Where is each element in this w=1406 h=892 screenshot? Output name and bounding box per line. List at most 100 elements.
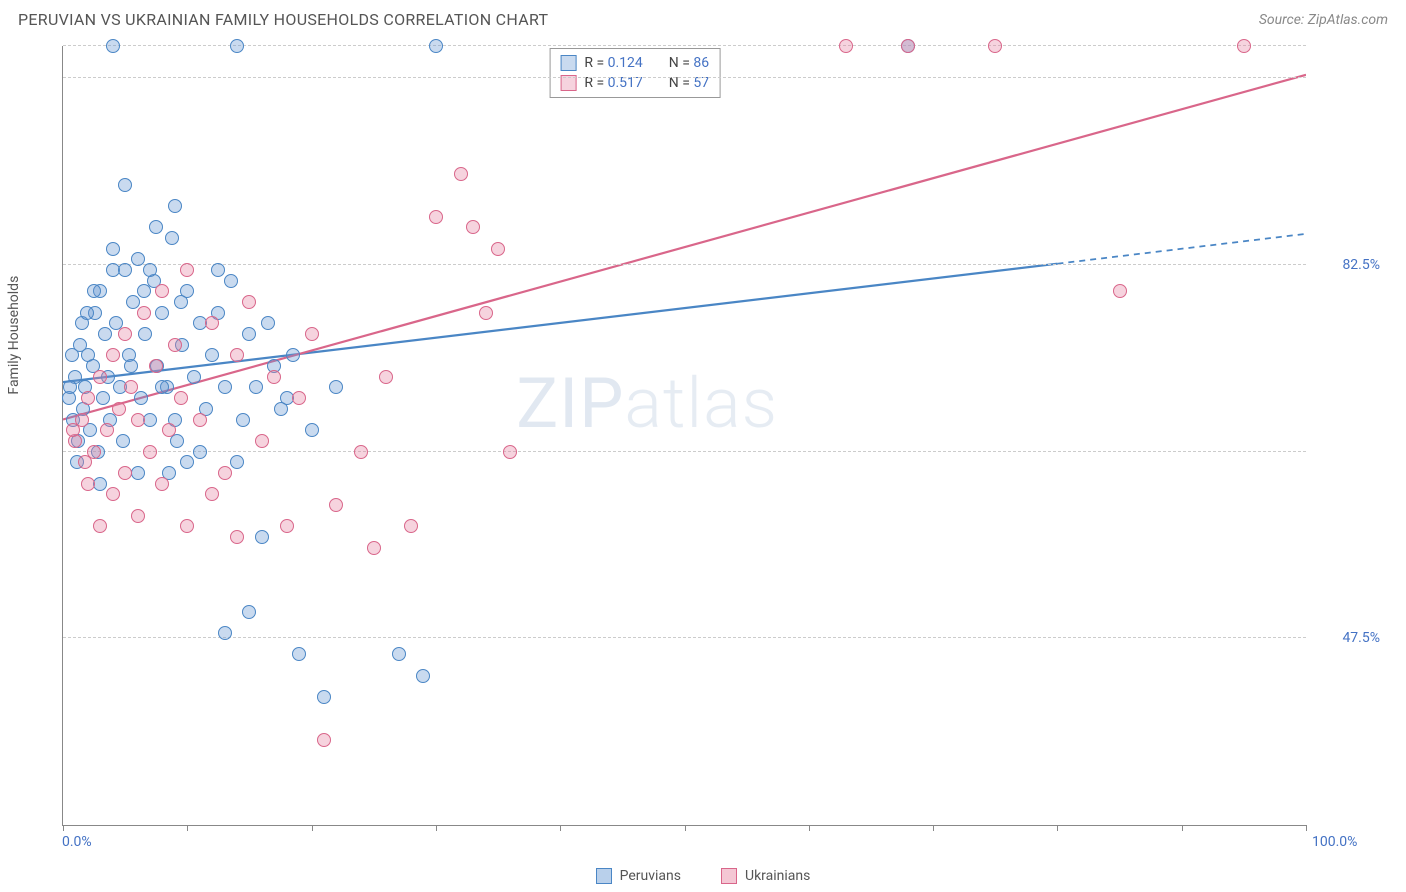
data-point xyxy=(317,733,331,747)
data-point xyxy=(466,220,480,234)
data-point xyxy=(81,391,95,405)
data-point xyxy=(155,284,169,298)
data-point xyxy=(131,252,145,266)
data-point xyxy=(205,348,219,362)
data-point xyxy=(96,391,110,405)
data-point xyxy=(93,370,107,384)
data-point xyxy=(165,231,179,245)
data-point xyxy=(305,327,319,341)
data-point xyxy=(429,210,443,224)
data-point xyxy=(80,306,94,320)
data-point xyxy=(137,284,151,298)
data-point xyxy=(155,477,169,491)
data-point xyxy=(106,487,120,501)
data-point xyxy=(138,327,152,341)
legend-item: Ukrainians xyxy=(721,868,810,884)
correlation-legend: R = 0.124 N = 86 R = 0.517N = 57 xyxy=(549,48,720,98)
data-point xyxy=(168,199,182,213)
data-point xyxy=(118,466,132,480)
data-point xyxy=(63,380,77,394)
trend-line-dashed xyxy=(1057,234,1306,264)
y-tick-label: 82.5% xyxy=(1342,257,1380,273)
x-tick xyxy=(685,825,686,831)
data-point xyxy=(416,669,430,683)
source-label: Source: ZipAtlas.com xyxy=(1259,12,1388,28)
x-tick xyxy=(933,825,934,831)
data-point xyxy=(242,605,256,619)
data-point xyxy=(137,306,151,320)
data-point xyxy=(118,178,132,192)
x-tick xyxy=(436,825,437,831)
data-point xyxy=(1113,284,1127,298)
data-point xyxy=(174,391,188,405)
data-point xyxy=(230,530,244,544)
data-point xyxy=(274,402,288,416)
plot-region: ZIPatlas R = 0.124N = 86R = 0.517N = 57 … xyxy=(62,46,1306,826)
data-point xyxy=(392,647,406,661)
data-point xyxy=(236,413,250,427)
data-point xyxy=(429,39,443,53)
legend-n-label: N = 86 xyxy=(669,55,709,71)
data-point xyxy=(218,466,232,480)
data-point xyxy=(305,423,319,437)
data-point xyxy=(230,39,244,53)
data-point xyxy=(66,423,80,437)
data-point xyxy=(143,413,157,427)
x-tick xyxy=(63,825,64,831)
data-point xyxy=(162,423,176,437)
data-point xyxy=(131,466,145,480)
x-tick xyxy=(809,825,810,831)
data-point xyxy=(261,316,275,330)
data-point xyxy=(205,487,219,501)
data-point xyxy=(124,359,138,373)
data-point xyxy=(404,519,418,533)
data-point xyxy=(81,477,95,491)
legend-r-label: R = 0.124 xyxy=(584,55,642,71)
data-point xyxy=(98,327,112,341)
data-point xyxy=(143,263,157,277)
legend-label: Ukrainians xyxy=(745,868,810,884)
x-tick xyxy=(560,825,561,831)
data-point xyxy=(126,295,140,309)
legend-swatch xyxy=(560,55,576,71)
trend-line xyxy=(63,75,1306,420)
data-point xyxy=(479,306,493,320)
data-point xyxy=(155,306,169,320)
data-point xyxy=(242,295,256,309)
chart-title: PERUVIAN VS UKRAINIAN FAMILY HOUSEHOLDS … xyxy=(18,10,548,29)
data-point xyxy=(267,370,281,384)
data-point xyxy=(174,295,188,309)
gridline xyxy=(63,264,1306,265)
x-tick xyxy=(1182,825,1183,831)
data-point xyxy=(255,530,269,544)
legend-swatch xyxy=(721,868,737,884)
data-point xyxy=(317,690,331,704)
data-point xyxy=(249,380,263,394)
x-tick xyxy=(1057,825,1058,831)
chart-area: Family Households ZIPatlas R = 0.124N = … xyxy=(18,46,1388,846)
legend-row: R = 0.124 N = 86 xyxy=(560,53,709,73)
x-tick-label: 100.0% xyxy=(1306,834,1357,850)
legend-label: Peruvians xyxy=(620,868,681,884)
legend-swatch xyxy=(596,868,612,884)
legend-item: Peruvians xyxy=(596,868,681,884)
data-point xyxy=(329,498,343,512)
data-point xyxy=(131,413,145,427)
data-point xyxy=(255,434,269,448)
data-point xyxy=(93,477,107,491)
data-point xyxy=(118,263,132,277)
legend-row: R = 0.517N = 57 xyxy=(560,73,709,93)
data-point xyxy=(131,509,145,523)
data-point xyxy=(78,455,92,469)
data-point xyxy=(454,167,468,181)
data-point xyxy=(901,39,915,53)
data-point xyxy=(193,413,207,427)
data-point xyxy=(106,348,120,362)
data-point xyxy=(224,274,238,288)
x-tick xyxy=(312,825,313,831)
data-point xyxy=(286,348,300,362)
data-point xyxy=(93,519,107,533)
watermark: ZIPatlas xyxy=(516,363,778,445)
data-point xyxy=(106,39,120,53)
data-point xyxy=(180,263,194,277)
